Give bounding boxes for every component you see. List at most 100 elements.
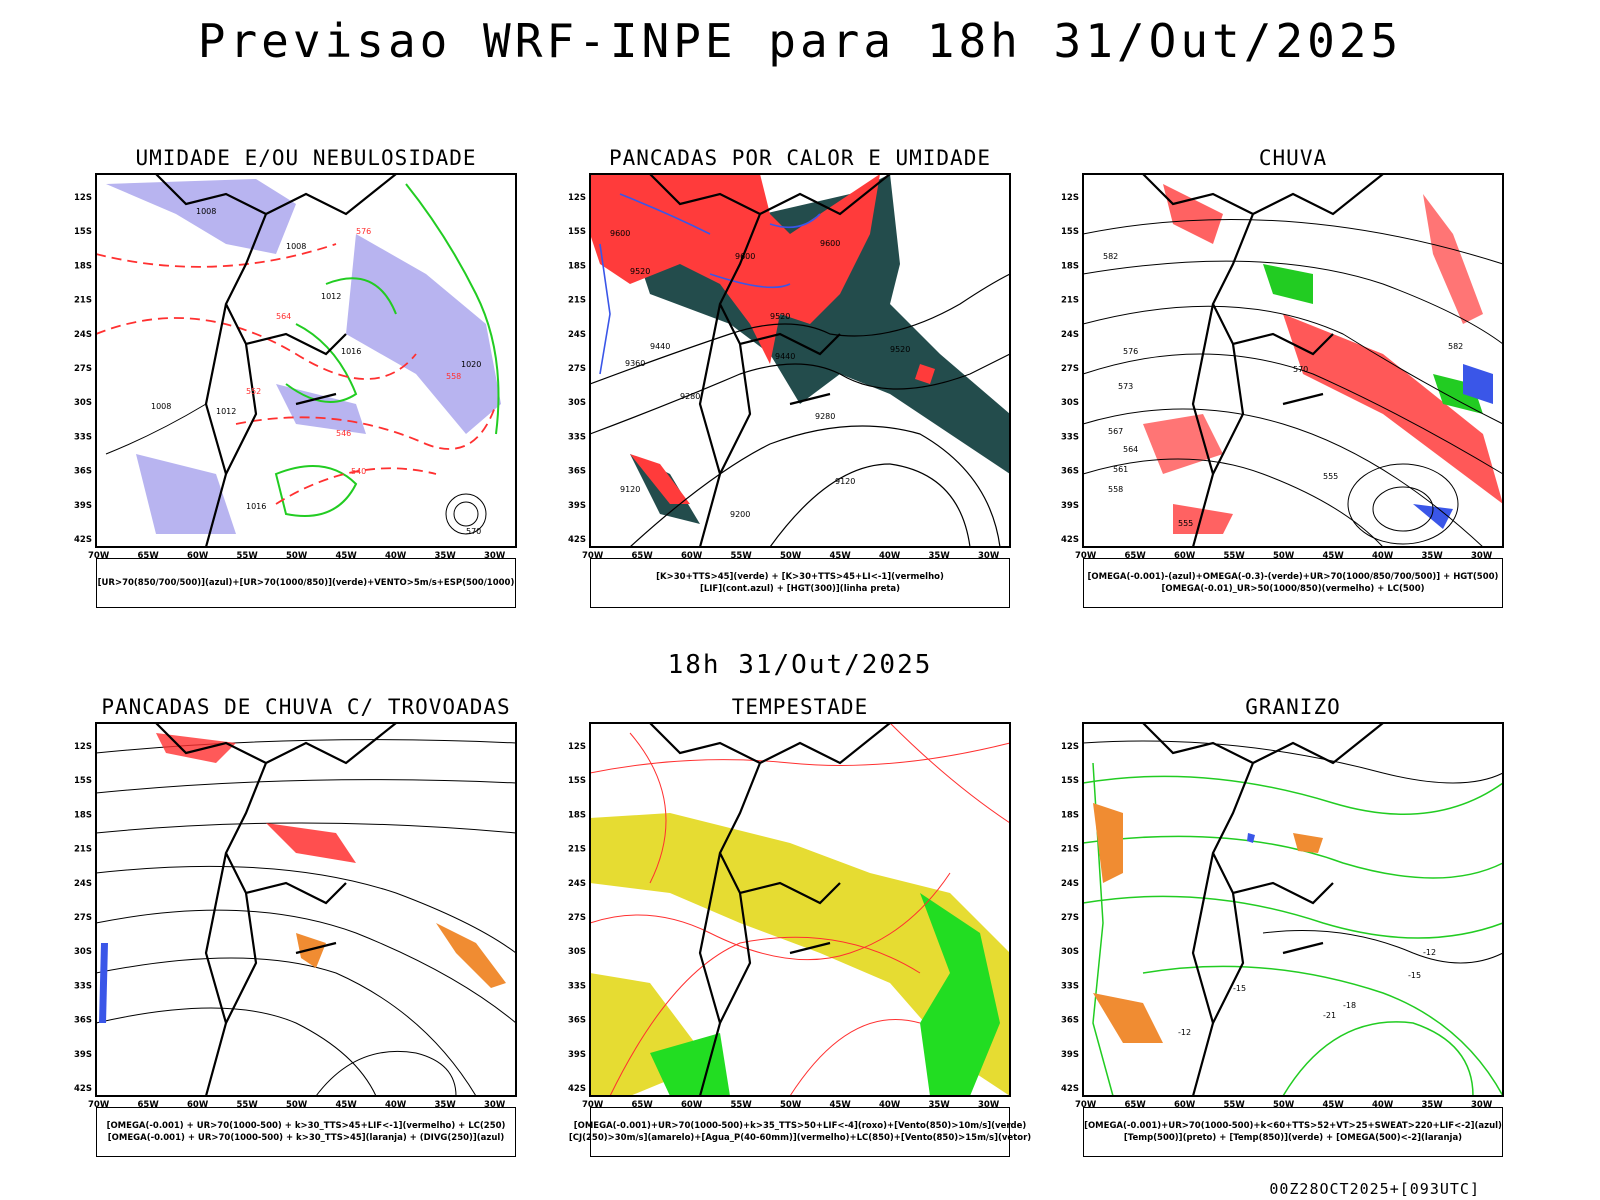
lon-tick-label: 30W <box>978 551 1000 561</box>
streamline <box>315 1050 457 1097</box>
contour-label: 555 <box>1323 472 1338 481</box>
lon-tick-label: 35W <box>929 1100 951 1110</box>
map-storm: 12S 15S 18S 21S 24S 27S 30S 33S 36S 39S 42S 70W 65W 6… <box>568 722 1011 1110</box>
contour-label: -15 <box>1408 971 1421 980</box>
lat-tick-label: 21S <box>1061 845 1079 855</box>
lon-tick-label: 50W <box>286 551 308 561</box>
legend-line: [OMEGA(-0.001)-(azul)+OMEGA(-0.3)-(verde… <box>1087 572 1499 582</box>
lat-tick-label: 39S <box>74 1050 92 1060</box>
green-temp-contour <box>1082 835 1504 879</box>
contour-label: 9600 <box>610 229 630 238</box>
lon-tick-label: 65W <box>138 551 160 561</box>
contour-label: 9280 <box>680 392 700 401</box>
lat-tick-label: 36S <box>74 467 92 477</box>
lon-tick-label: 30W <box>1471 1100 1493 1110</box>
low-center <box>1372 486 1434 532</box>
red-stream <box>629 732 667 884</box>
lat-tick-label: 36S <box>568 467 586 477</box>
legend-line: [K>30+TTS>45](verde) + [K>30+TTS>45+LI<-… <box>656 572 944 582</box>
lat-tick-label: 24S <box>568 879 586 889</box>
lon-tick-label: 50W <box>1273 551 1295 561</box>
lon-tick-label: 55W <box>1224 551 1246 561</box>
lat-tick-label: 36S <box>74 1016 92 1026</box>
green-temp-contour <box>1282 1021 1474 1097</box>
contour-label: 9280 <box>815 412 835 421</box>
contour-label: 540 <box>351 467 366 476</box>
contour-label: -12 <box>1178 1028 1191 1037</box>
legend-line: [UR>70(850/700/500)](azul)+[UR>70(1000/8… <box>97 578 515 588</box>
contour-label: -18 <box>1343 1001 1356 1010</box>
red-stream <box>889 722 1011 824</box>
contour-label: 546 <box>336 429 351 438</box>
lat-tick-label: 27S <box>74 913 92 923</box>
contour-label: 558 <box>446 372 461 381</box>
red-rain-area <box>1173 504 1233 534</box>
lon-tick-label: 45W <box>1323 551 1345 561</box>
contour-label: 558 <box>1108 485 1123 494</box>
lat-tick-label: 30S <box>74 947 92 957</box>
lon-tick-label: 65W <box>632 1100 654 1110</box>
contour-label: 582 <box>1448 342 1463 351</box>
lat-tick-label: 15S <box>1061 227 1079 237</box>
contour-label: 573 <box>1118 382 1133 391</box>
contour-label: 9520 <box>890 345 910 354</box>
lat-tick-label: 42S <box>1061 535 1079 545</box>
hgt-contour <box>1082 305 1504 425</box>
lon-tick-label: 50W <box>286 1100 308 1110</box>
legend-line: [OMEGA(-0.01)_UR>50(1000/850)(vermelho) … <box>1161 584 1425 594</box>
green-humidity-line <box>405 183 500 435</box>
lat-tick-label: 18S <box>568 810 586 820</box>
lat-tick-label: 24S <box>74 879 92 889</box>
panel-title: TEMPESTADE <box>731 695 869 719</box>
lat-tick-label: 21S <box>568 845 586 855</box>
contour-label: 567 <box>1108 427 1123 436</box>
contour-label: 1020 <box>461 360 481 369</box>
black-temp-contour <box>1262 930 1504 964</box>
lat-tick-label: 30S <box>74 398 92 408</box>
hgt-contour <box>589 273 1011 385</box>
lon-tick-label: 70W <box>88 1100 110 1110</box>
blue-humidity-area <box>276 384 366 434</box>
lat-tick-label: 33S <box>1061 432 1079 442</box>
lon-tick-label: 55W <box>731 551 753 561</box>
contour-label: 9600 <box>735 252 755 261</box>
orange-area <box>1293 833 1323 853</box>
hgt-contour <box>589 353 1011 435</box>
lon-tick-label: 60W <box>187 1100 209 1110</box>
lon-tick-label: 30W <box>484 1100 506 1110</box>
lon-tick-label: 45W <box>830 551 852 561</box>
lat-tick-label: 27S <box>1061 913 1079 923</box>
contour-label: 561 <box>1113 465 1128 474</box>
contour-label: 9120 <box>620 485 640 494</box>
lon-tick-label: 60W <box>681 551 703 561</box>
lat-tick-label: 12S <box>568 742 586 752</box>
lat-tick-label: 42S <box>74 1084 92 1094</box>
lat-tick-label: 24S <box>74 330 92 340</box>
blue-rain-area <box>1463 364 1493 404</box>
lat-tick-label: 39S <box>568 501 586 511</box>
lat-tick-label: 18S <box>1061 810 1079 820</box>
lon-tick-label: 55W <box>1224 1100 1246 1110</box>
lat-tick-label: 12S <box>74 193 92 203</box>
red-area <box>156 733 236 763</box>
streamline <box>95 779 517 794</box>
contour-label: -21 <box>1323 1011 1336 1020</box>
footer-run-info: 00Z28OCT2025+[093UTC] <box>1269 1180 1480 1198</box>
contour-label: 564 <box>1123 445 1138 454</box>
country-borders <box>649 722 891 1097</box>
lat-tick-label: 39S <box>74 501 92 511</box>
lat-tick-label: 30S <box>1061 398 1079 408</box>
blue-area <box>1247 833 1255 843</box>
contour-label: 9120 <box>835 477 855 486</box>
lon-tick-label: 45W <box>1323 1100 1345 1110</box>
blue-area <box>99 943 108 1023</box>
lon-tick-label: 35W <box>435 1100 457 1110</box>
legend-line: [OMEGA(-0.001) + UR>70(1000-500) + k>30_… <box>107 1133 505 1143</box>
green-wind-area <box>650 1033 730 1096</box>
lon-tick-label: 40W <box>385 551 407 561</box>
country-borders <box>155 173 397 548</box>
lat-tick-label: 27S <box>568 913 586 923</box>
panel-humidity: UMIDADE E/OU NEBULOSIDADE 1008 1008 1012… <box>74 146 556 636</box>
legend-line: [OMEGA(-0.001) + UR>70(1000-500) + k>30_… <box>106 1121 506 1131</box>
lat-tick-label: 39S <box>1061 501 1079 511</box>
